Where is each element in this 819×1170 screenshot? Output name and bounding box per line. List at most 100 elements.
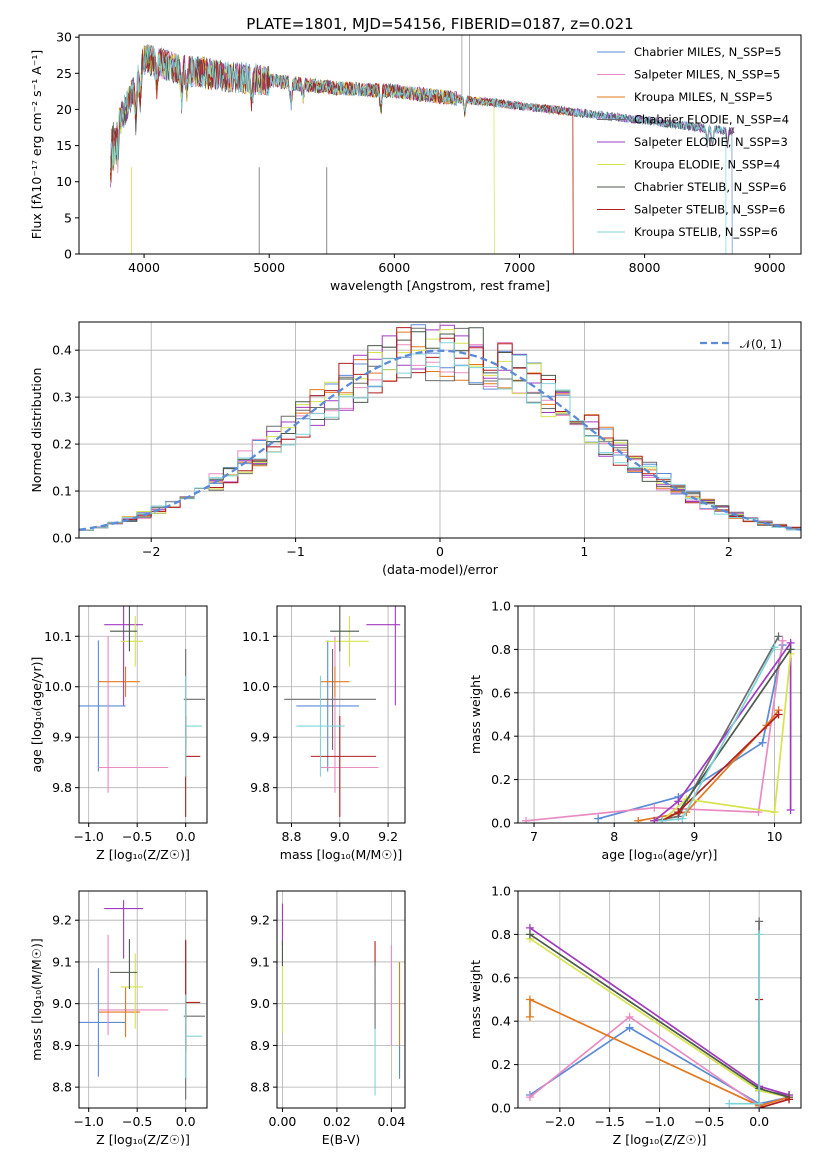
y-tick-label: 15 bbox=[56, 138, 72, 153]
x-axis-label: Z [log₁₀(Z/Z☉)] bbox=[96, 1132, 190, 1147]
data-point-marker bbox=[770, 808, 779, 817]
x-tick-label: −1.5 bbox=[594, 1114, 624, 1129]
x-tick-label: −2 bbox=[142, 544, 160, 559]
y-tick-label: 10.0 bbox=[242, 679, 270, 694]
axes-frame bbox=[78, 890, 208, 1109]
data-point-marker bbox=[755, 917, 764, 926]
weight-line-kroupa-elodie bbox=[661, 653, 792, 822]
y-tick-label: 10.1 bbox=[242, 629, 270, 644]
y-tick-label: 0 bbox=[64, 247, 72, 262]
x-tick-label: 5000 bbox=[253, 260, 285, 275]
x-tick-label: −0.5 bbox=[122, 1114, 152, 1129]
x-axis-label: Z [log₁₀(Z/Z☉)] bbox=[613, 1132, 707, 1147]
y-tick-label: 30 bbox=[56, 30, 72, 45]
y-tick-label: 0.4 bbox=[491, 1014, 511, 1029]
y-axis-label: mass weight bbox=[468, 675, 483, 754]
legend-entry: 𝒩(0, 1) bbox=[740, 337, 782, 351]
weight-line-chabrier-miles bbox=[529, 1026, 790, 1105]
data-point-marker bbox=[625, 1023, 634, 1032]
spectrum-line-kroupa-stelib bbox=[109, 45, 727, 254]
x-tick-label: −1.0 bbox=[74, 829, 104, 844]
x-tick-label: 0.00 bbox=[269, 1114, 297, 1129]
legend-entry: Chabrier MILES, N_SSP=5 bbox=[634, 45, 781, 59]
data-point-marker bbox=[658, 816, 667, 823]
y-tick-label: 0.6 bbox=[491, 970, 511, 985]
x-tick-label: 9.0 bbox=[330, 829, 350, 844]
histogram-kroupa-stelib bbox=[79, 342, 801, 531]
y-tick-label: 9.8 bbox=[52, 780, 72, 795]
y-tick-label: 9.1 bbox=[250, 954, 270, 969]
data-point-marker bbox=[525, 930, 534, 939]
x-tick-label: −0.5 bbox=[122, 829, 152, 844]
x-tick-label: 4000 bbox=[128, 260, 160, 275]
x-tick-label: 6000 bbox=[378, 260, 410, 275]
x-tick-label: −1.0 bbox=[644, 1114, 674, 1129]
axes-frame bbox=[78, 34, 802, 255]
y-tick-label: 10 bbox=[56, 174, 72, 189]
x-tick-label: 0 bbox=[436, 544, 444, 559]
data-point-marker bbox=[770, 643, 779, 652]
x-axis-label: Z [log₁₀(Z/Z☉)] bbox=[96, 847, 190, 862]
data-point-marker bbox=[786, 805, 795, 814]
gaussian-reference-curve bbox=[79, 349, 801, 531]
y-tick-label: 8.8 bbox=[52, 1080, 72, 1095]
y-axis-label: age [log₁₀(age/yr)] bbox=[29, 657, 44, 773]
y-tick-label: 9.2 bbox=[52, 913, 72, 928]
weight-line-salpeter-miles bbox=[525, 640, 784, 822]
x-tick-label: 9000 bbox=[754, 260, 786, 275]
y-tick-label: 0.1 bbox=[52, 484, 72, 499]
y-tick-label: 0.2 bbox=[491, 1057, 511, 1072]
x-tick-label: 9.2 bbox=[378, 829, 398, 844]
y-tick-label: 10.1 bbox=[44, 629, 72, 644]
y-tick-label: 9.8 bbox=[250, 780, 270, 795]
x-tick-label: 0.02 bbox=[323, 1114, 351, 1129]
y-tick-label: 20 bbox=[56, 102, 72, 117]
data-point-marker bbox=[758, 738, 767, 747]
y-axis-label: Flux [fλ10⁻¹⁷ erg cm⁻² s⁻¹ A⁻¹] bbox=[29, 50, 44, 239]
x-tick-label: 1 bbox=[580, 544, 588, 559]
y-tick-label: 0.6 bbox=[491, 685, 511, 700]
y-tick-label: 10.0 bbox=[44, 679, 72, 694]
y-tick-label: 8.9 bbox=[250, 1038, 270, 1053]
data-point-marker bbox=[594, 814, 603, 823]
data-point-marker bbox=[774, 632, 783, 641]
y-tick-label: 1.0 bbox=[491, 884, 511, 899]
y-tick-label: 0.0 bbox=[52, 531, 72, 546]
y-axis-label: Normed distribution bbox=[29, 368, 44, 493]
y-axis-label: mass weight bbox=[468, 960, 483, 1039]
x-axis-label: (data-model)/error bbox=[382, 562, 499, 577]
y-tick-label: 0.0 bbox=[491, 816, 511, 831]
y-tick-label: 0.8 bbox=[491, 927, 511, 942]
y-tick-label: 8.8 bbox=[250, 1080, 270, 1095]
data-point-marker bbox=[650, 816, 659, 823]
data-point-marker bbox=[525, 1012, 534, 1021]
y-tick-label: 9.1 bbox=[52, 954, 72, 969]
legend-entry: Kroupa STELIB, N_SSP=6 bbox=[634, 225, 778, 239]
y-tick-label: 9.9 bbox=[52, 730, 72, 745]
data-point-marker bbox=[525, 995, 534, 1004]
y-tick-label: 9.2 bbox=[250, 913, 270, 928]
x-tick-label: 8 bbox=[610, 829, 618, 844]
weight-line-chabrier-elodie bbox=[654, 635, 780, 822]
x-tick-label: 8000 bbox=[629, 260, 661, 275]
y-tick-label: 0.3 bbox=[52, 390, 72, 405]
y-tick-label: 0.2 bbox=[491, 772, 511, 787]
axes-frame bbox=[276, 890, 406, 1109]
weight-line-kroupa-miles bbox=[638, 709, 780, 822]
axes-frame bbox=[517, 605, 802, 824]
x-tick-label: 7 bbox=[530, 829, 538, 844]
data-point-marker bbox=[650, 803, 659, 812]
y-tick-label: 9.0 bbox=[250, 996, 270, 1011]
y-axis-label: mass [log₁₀(M/M☉)] bbox=[29, 938, 44, 1060]
x-axis-label: mass [log₁₀(M/M☉)] bbox=[280, 847, 402, 862]
y-tick-label: 5 bbox=[64, 210, 72, 225]
data-point-marker bbox=[774, 710, 783, 719]
axes-frame bbox=[276, 605, 406, 824]
y-tick-label: 1.0 bbox=[491, 599, 511, 614]
data-point-marker bbox=[678, 814, 687, 823]
data-point-marker bbox=[785, 1095, 794, 1104]
legend-entry: Salpeter ELODIE, N_SSP=3 bbox=[634, 135, 788, 149]
x-tick-label: 0.04 bbox=[377, 1114, 405, 1129]
x-tick-label: 10 bbox=[767, 829, 783, 844]
legend-entry: Salpeter STELIB, N_SSP=6 bbox=[634, 203, 785, 217]
